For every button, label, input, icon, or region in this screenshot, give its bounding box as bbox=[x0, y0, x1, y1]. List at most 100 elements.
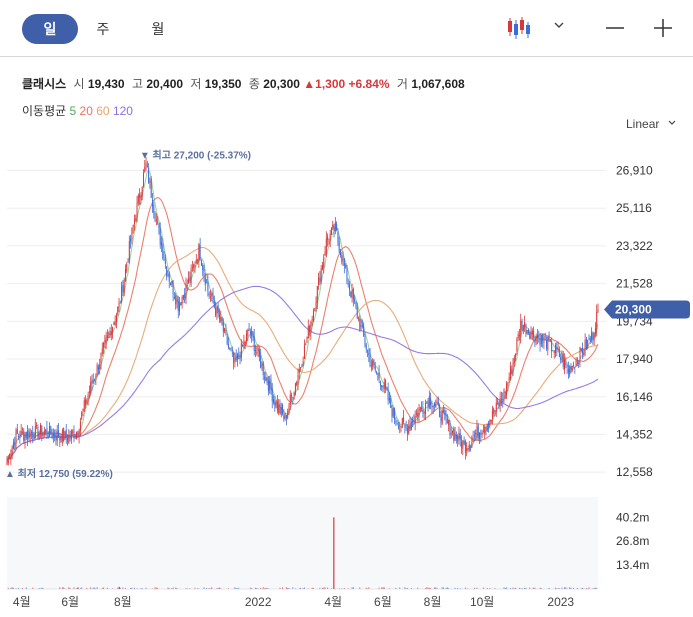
candle-body bbox=[145, 162, 147, 167]
candle-body bbox=[148, 168, 150, 184]
candle-body bbox=[303, 345, 305, 359]
candle-body bbox=[36, 425, 38, 427]
candle-body bbox=[153, 204, 155, 213]
candle-body bbox=[382, 385, 384, 387]
candle-body bbox=[458, 432, 460, 440]
candle-body bbox=[448, 420, 450, 426]
candle-body bbox=[504, 392, 506, 394]
candle-body bbox=[415, 413, 417, 415]
volume-label: 거 bbox=[396, 77, 408, 91]
candle-body bbox=[167, 274, 169, 276]
ma-120-label[interactable]: 120 bbox=[112, 104, 133, 118]
candle-body bbox=[556, 346, 558, 349]
candle-body bbox=[475, 433, 477, 435]
candle-body bbox=[171, 281, 173, 285]
candle-body bbox=[515, 353, 517, 357]
candle-body bbox=[266, 378, 268, 384]
candle-body bbox=[43, 431, 45, 435]
candle-body bbox=[511, 369, 513, 374]
candle-body bbox=[283, 415, 285, 419]
candle-body bbox=[431, 405, 433, 408]
tab-day[interactable]: 일 bbox=[22, 14, 78, 44]
tab-month[interactable]: 월 bbox=[151, 21, 165, 37]
candle-body bbox=[182, 294, 184, 300]
candle-body bbox=[126, 263, 128, 272]
candle-body bbox=[352, 288, 354, 300]
candle-body bbox=[333, 225, 335, 231]
high-value: 20,400 bbox=[146, 77, 184, 91]
candle-body bbox=[202, 265, 204, 271]
candle-body bbox=[396, 423, 398, 425]
candle-body bbox=[78, 430, 80, 437]
candle-body bbox=[539, 337, 541, 346]
candle-body bbox=[346, 265, 348, 282]
candle-body bbox=[240, 342, 242, 358]
candle-body bbox=[7, 456, 9, 464]
ma-20-label[interactable]: 20 bbox=[79, 104, 93, 118]
candle-body bbox=[296, 382, 298, 386]
candle-body bbox=[37, 427, 39, 438]
candle-body bbox=[123, 279, 125, 294]
candle-body bbox=[112, 326, 114, 333]
candle-body bbox=[355, 301, 357, 308]
candle-body bbox=[247, 330, 249, 336]
minus-icon[interactable] bbox=[605, 18, 625, 38]
candle-body bbox=[115, 314, 117, 322]
ma-60-label[interactable]: 60 bbox=[96, 104, 110, 118]
candle-body bbox=[432, 405, 434, 408]
candle-body bbox=[105, 337, 107, 343]
candle-body bbox=[76, 432, 78, 439]
candle-body bbox=[302, 361, 304, 366]
candle-body bbox=[462, 441, 464, 449]
candle-body bbox=[293, 392, 295, 396]
candle-body bbox=[574, 366, 576, 368]
candle-body bbox=[77, 432, 79, 434]
moving-average-lines bbox=[6, 169, 599, 462]
candle-body bbox=[423, 411, 425, 414]
candle-body bbox=[378, 372, 380, 380]
candle-body bbox=[533, 330, 535, 338]
candle-body bbox=[288, 405, 290, 413]
candle-body bbox=[221, 317, 223, 325]
candle-body bbox=[150, 179, 152, 198]
candle-body bbox=[571, 365, 573, 371]
candle-body bbox=[24, 434, 26, 442]
candle-body bbox=[48, 426, 50, 436]
candle-body bbox=[30, 432, 32, 434]
candle-body bbox=[222, 322, 224, 332]
candle-body bbox=[312, 310, 314, 320]
candlestick-icon[interactable] bbox=[505, 14, 533, 42]
candle-body bbox=[90, 381, 92, 394]
candle-body bbox=[181, 296, 183, 304]
scale-mode-button[interactable]: Linear bbox=[626, 117, 677, 131]
plus-icon[interactable] bbox=[653, 18, 673, 38]
price-tick-label: 23,322 bbox=[616, 239, 653, 253]
candle-body bbox=[403, 416, 405, 423]
candle-body bbox=[68, 434, 70, 443]
candle-body bbox=[388, 397, 390, 401]
ma-120-line bbox=[6, 285, 599, 462]
candle-body bbox=[226, 335, 228, 345]
candle-body bbox=[95, 375, 97, 379]
candle-body bbox=[271, 388, 273, 402]
candle-body bbox=[502, 399, 504, 401]
candle-body bbox=[579, 346, 581, 362]
candle-body bbox=[28, 429, 30, 439]
chevron-down-icon[interactable] bbox=[552, 18, 566, 32]
open-value: 19,430 bbox=[87, 77, 125, 91]
tab-week[interactable]: 주 bbox=[96, 21, 110, 37]
ma-60-line bbox=[6, 246, 599, 462]
candle-body bbox=[88, 391, 90, 394]
candle-body bbox=[64, 431, 66, 440]
candle-body bbox=[140, 195, 142, 201]
candle-body bbox=[58, 430, 60, 438]
candle-body bbox=[314, 309, 316, 311]
candle-body bbox=[127, 261, 129, 263]
candle-body bbox=[94, 378, 96, 380]
candle-body bbox=[343, 259, 345, 267]
candle-body bbox=[278, 405, 280, 413]
candle-body bbox=[419, 406, 421, 411]
ma-5-label[interactable]: 5 bbox=[69, 104, 77, 118]
candle-body bbox=[188, 278, 190, 284]
